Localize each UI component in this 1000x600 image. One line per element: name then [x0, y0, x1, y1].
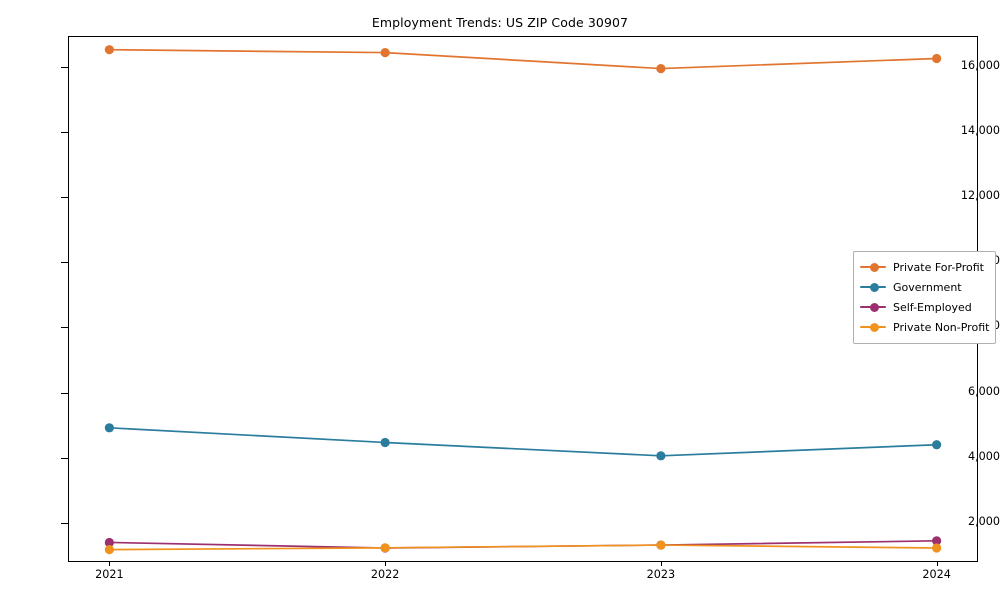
legend-item-label: Government — [893, 280, 962, 294]
legend-item-label: Self-Employed — [893, 300, 972, 314]
data-point-marker — [380, 48, 390, 58]
data-point-marker — [932, 536, 942, 546]
chart-legend: Private For-Profit Government Self-Employe… — [853, 251, 996, 344]
data-point-marker — [932, 543, 942, 553]
data-point-marker — [656, 540, 666, 550]
y-axis-tick-label: 2,000 — [967, 514, 1000, 528]
x-axis-tick — [109, 562, 111, 566]
legend-marker-icon — [860, 301, 886, 313]
x-axis-tick — [660, 562, 662, 566]
data-point-marker — [656, 63, 666, 74]
data-point-marker — [104, 423, 114, 433]
legend-item[interactable]: Private For-Profit — [860, 257, 989, 277]
series-line — [108, 48, 938, 70]
y-axis-tick-label: 12,000 — [960, 189, 1000, 203]
series-private-non-profit — [104, 540, 942, 555]
chart-title: Employment Trends: US ZIP Code 30907 — [371, 15, 629, 30]
y-axis-tick-label: 16,000 — [960, 58, 1000, 72]
y-axis-tick-label: 4,000 — [967, 449, 1000, 463]
legend-marker-icon — [860, 321, 886, 333]
y-axis-tick — [61, 66, 68, 68]
legend-item[interactable]: Government — [860, 277, 989, 297]
x-axis-tick-label: 2022 — [370, 568, 400, 581]
y-axis-tick — [61, 197, 68, 199]
data-point-marker — [656, 451, 666, 461]
legend-item[interactable]: Private Non-Profit — [860, 317, 989, 337]
y-axis-tick-label: 6,000 — [967, 384, 1000, 398]
series-private-for-profit — [104, 45, 942, 74]
data-point-marker — [932, 440, 942, 450]
data-point-marker — [380, 543, 390, 553]
y-axis-tick — [61, 392, 68, 394]
y-axis-tick — [61, 522, 68, 524]
y-axis-tick-label: 14,000 — [960, 124, 1000, 138]
legend-item-label: Private For-Profit — [893, 260, 984, 274]
y-axis-tick — [61, 132, 68, 134]
x-axis-tick — [936, 562, 938, 566]
x-axis-tick — [385, 562, 387, 566]
legend-item-label: Private Non-Profit — [893, 320, 990, 334]
data-point-marker — [104, 537, 114, 548]
legend-marker-icon — [860, 281, 886, 293]
x-axis-tick-label: 2024 — [922, 568, 951, 581]
series-line — [108, 426, 938, 457]
x-axis-tick-label: 2023 — [646, 568, 676, 581]
y-axis-tick — [61, 327, 68, 329]
x-axis-tick-label: 2021 — [95, 568, 124, 581]
data-point-marker — [932, 53, 942, 64]
data-point-marker — [380, 437, 390, 448]
legend-marker-icon — [860, 261, 886, 273]
data-point-marker — [104, 545, 114, 555]
series-self-employed — [104, 536, 942, 553]
y-axis-tick — [61, 457, 68, 459]
series-line — [108, 544, 938, 551]
legend-item[interactable]: Self-Employed — [860, 297, 989, 317]
data-point-marker — [104, 45, 114, 55]
series-government — [104, 423, 942, 461]
y-axis-tick — [61, 262, 68, 264]
